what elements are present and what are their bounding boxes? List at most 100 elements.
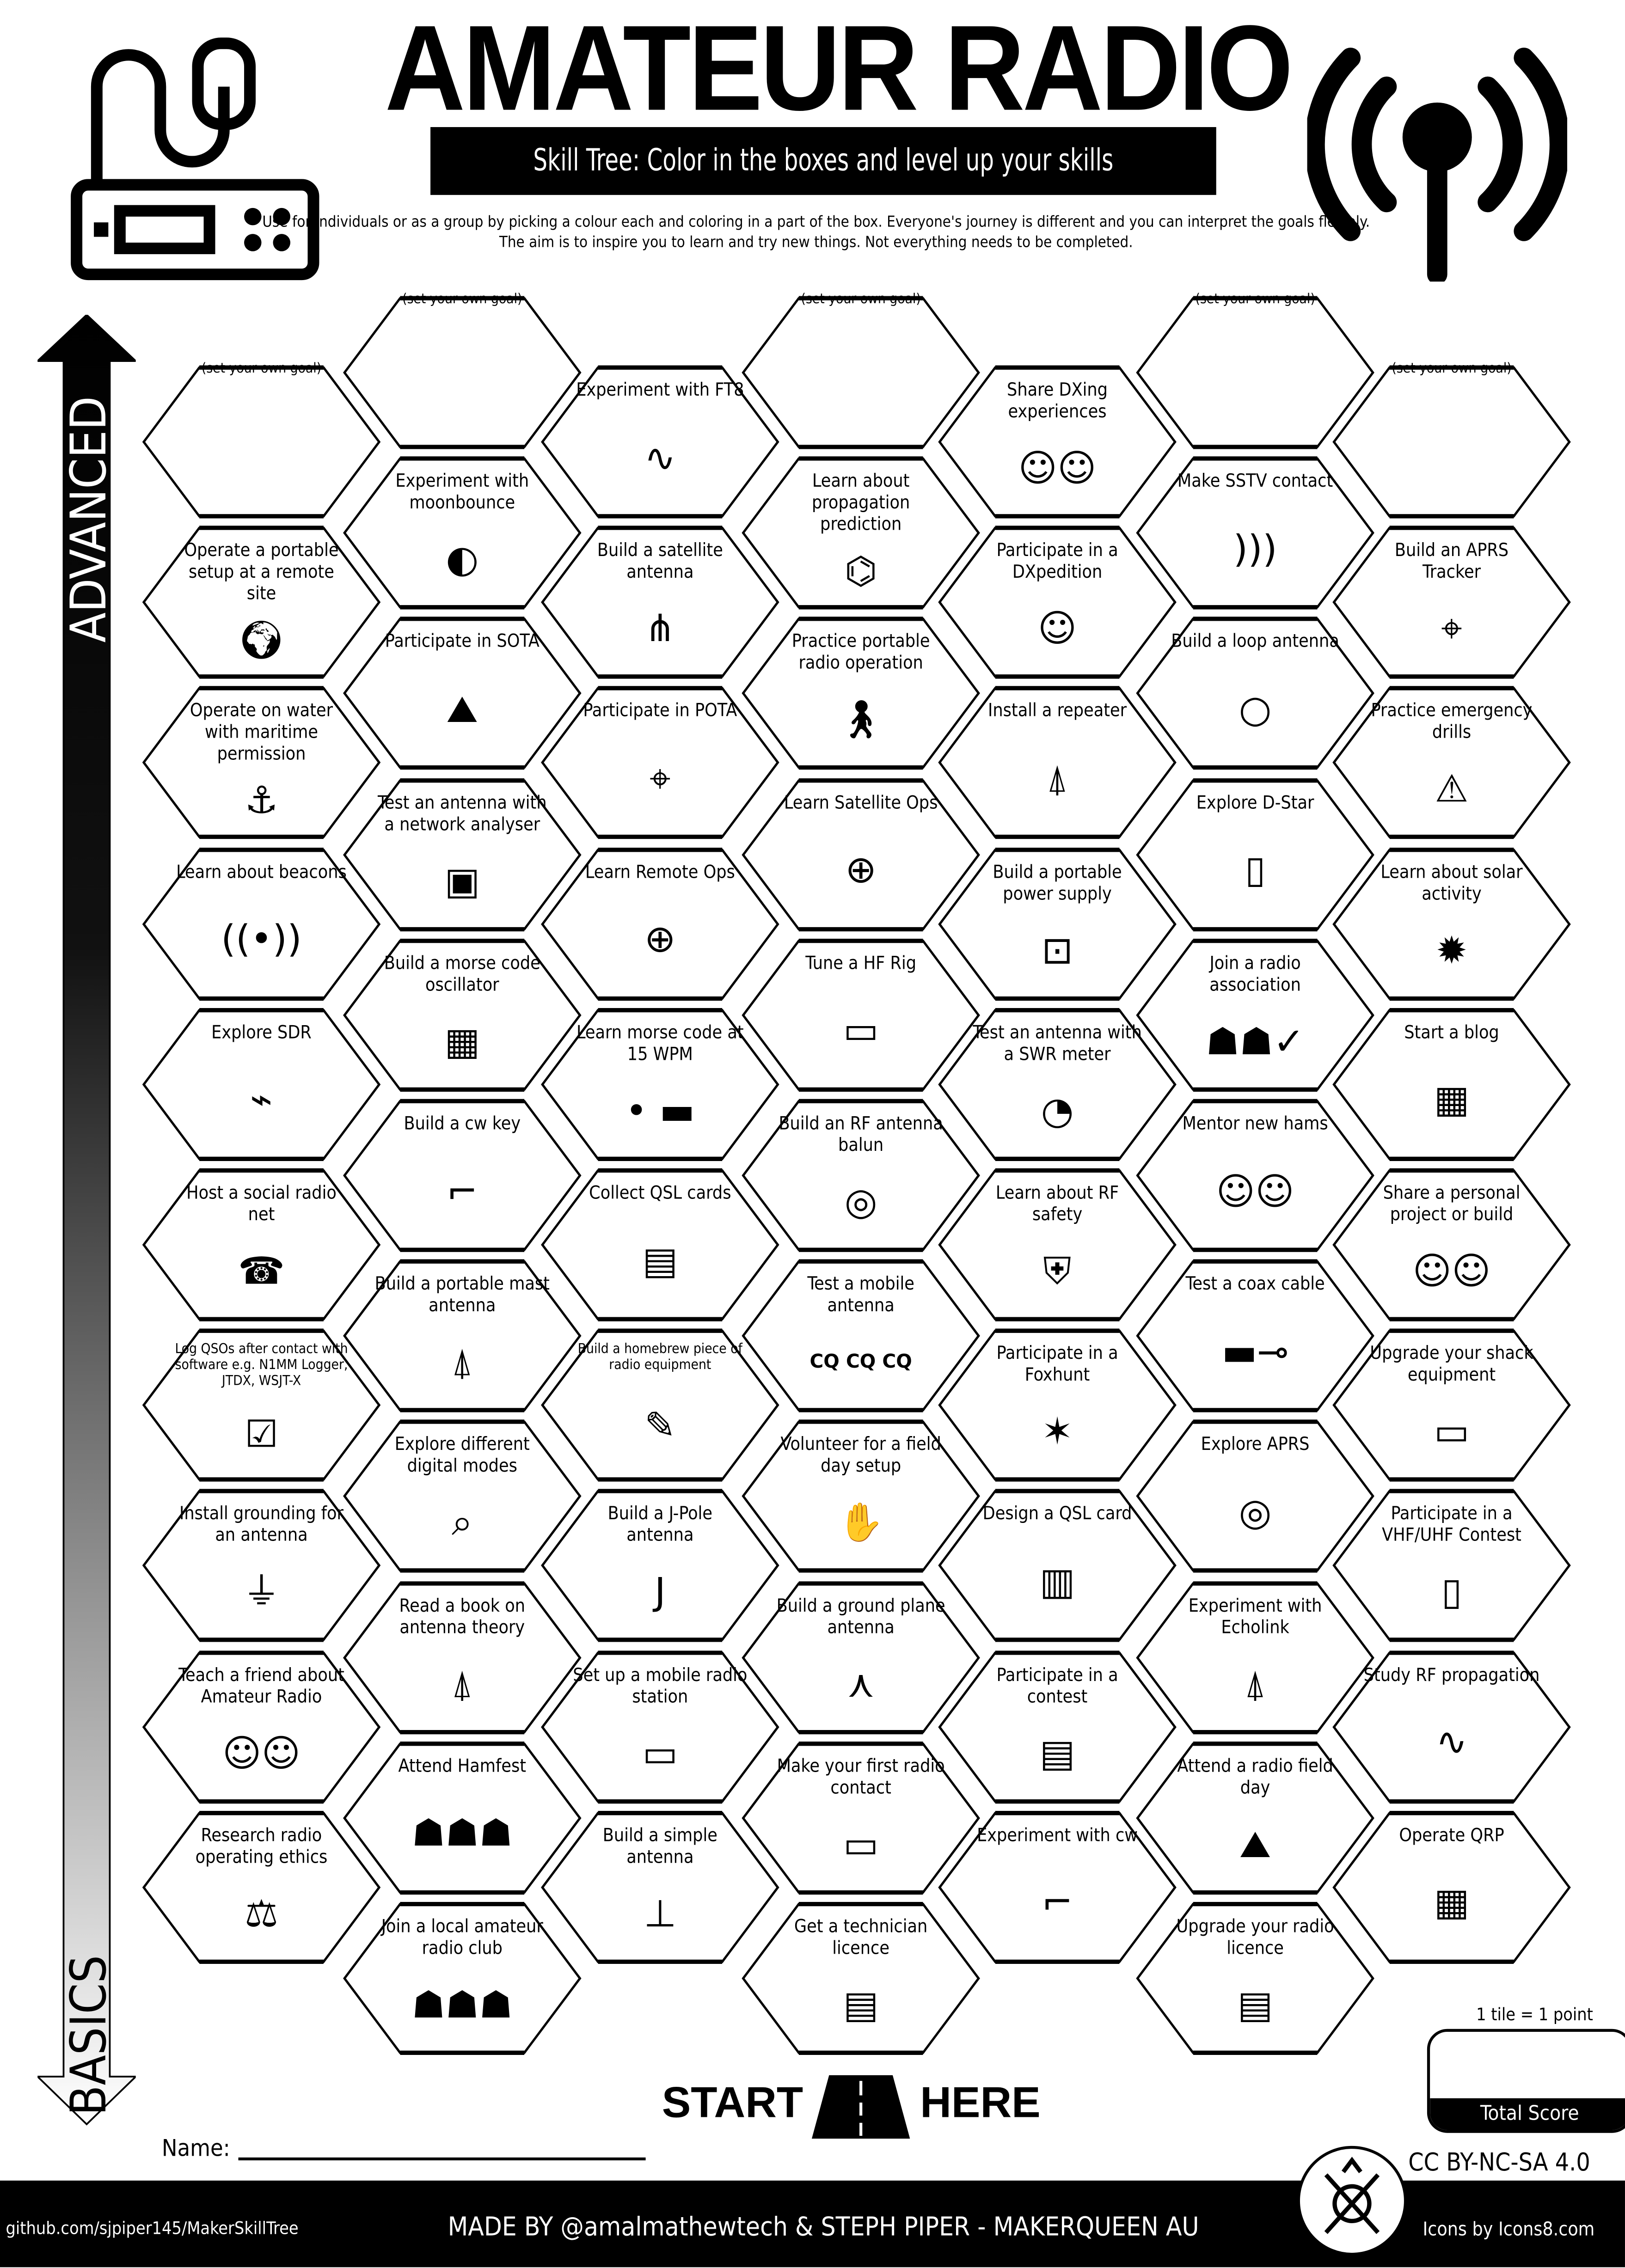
skill-tile[interactable]: Operate QRP ▦	[1332, 1810, 1572, 1964]
custom-goal-tile[interactable]: (set your own goal)	[1135, 292, 1375, 449]
skill-tile[interactable]: Join a radio association ☗☗✓	[1135, 938, 1375, 1092]
skill-tile[interactable]: Participate in a contest ▤	[938, 1650, 1177, 1803]
skill-tile[interactable]: Experiment with cw ⌐	[938, 1810, 1177, 1964]
skill-label: Learn Remote Ops	[585, 860, 735, 882]
name-field[interactable]	[238, 2157, 646, 2161]
mountains-icon: ⛰	[1239, 1823, 1271, 1867]
custom-goal-tile[interactable]: (set your own goal)	[141, 361, 381, 519]
skill-label: Practice portable radio operation	[791, 630, 930, 674]
skill-tile[interactable]: Learn Satellite Ops ⊕	[741, 777, 981, 931]
custom-goal-tile[interactable]: (set your own goal)	[342, 292, 582, 449]
skill-tile[interactable]: Set up a mobile radio station ▭	[540, 1650, 780, 1803]
tile-content: Build a homebrew piece of radio equipmen…	[572, 1342, 748, 1478]
skill-tile[interactable]: Participate in a VHF/UHF Contest ▯	[1332, 1489, 1572, 1643]
skill-tile[interactable]: Experiment with Echolink ⍋	[1135, 1580, 1375, 1734]
skill-tile[interactable]: Build an APRS Tracker ⌖	[1332, 526, 1572, 679]
skill-tile[interactable]: Study RF propagation ∿	[1332, 1650, 1572, 1803]
skill-tile[interactable]: Upgrade your shack equipment ▭	[1332, 1329, 1572, 1482]
skill-tile[interactable]: Join a local amateur radio club ☗☗☗	[342, 1901, 582, 2055]
skill-tile[interactable]: Learn about propagation prediction ⌬	[741, 456, 981, 610]
tile-content: Volunteer for a field day setup ✋	[773, 1433, 949, 1569]
skill-tile[interactable]: Learn Remote Ops ⊕	[540, 847, 780, 1000]
skill-tile[interactable]: Mentor new hams ☺☺	[1135, 1099, 1375, 1252]
skill-tile[interactable]: Participate in SOTA ⛰	[342, 617, 582, 770]
skill-tile[interactable]: Build a portable power supply ⊡	[938, 847, 1177, 1000]
tile-content: Learn about beacons ((•))	[173, 860, 350, 996]
siren-icon: ⚠	[1435, 769, 1469, 813]
skill-tile[interactable]: Explore SDR ⌁	[141, 1008, 381, 1161]
skill-tile[interactable]: Host a social radio net ☎	[141, 1168, 381, 1321]
skill-tile[interactable]: Start a blog ▦	[1332, 1008, 1572, 1161]
skill-label: Test an antenna with a SWR meter	[973, 1021, 1142, 1064]
skill-tile[interactable]: Attend a radio field day ⛰	[1135, 1741, 1375, 1895]
skill-tile[interactable]: Build a homebrew piece of radio equipmen…	[540, 1329, 780, 1482]
tile-content: Test a mobile antenna CQ CQ CQ	[773, 1272, 949, 1408]
skill-tile[interactable]: Teach a friend about Amateur Radio ☺☺	[141, 1650, 381, 1803]
skill-tile[interactable]: Explore APRS ◎	[1135, 1420, 1375, 1573]
skill-tile[interactable]: Learn about beacons ((•))	[141, 847, 381, 1000]
skill-tile[interactable]: Build a loop antenna ○	[1135, 617, 1375, 770]
signal-waves-icon: )))	[1233, 528, 1277, 572]
skill-tile[interactable]: Practice portable radio operation 🚶︎	[741, 617, 981, 770]
skill-label: Experiment with FT8	[576, 378, 744, 400]
skill-tile[interactable]: Collect QSL cards ▤	[540, 1168, 780, 1321]
custom-goal-tile[interactable]: (set your own goal)	[741, 292, 981, 449]
tile-content: Learn about solar activity ✹	[1363, 860, 1539, 996]
skill-tile[interactable]: Install a repeater ⍋	[938, 686, 1177, 840]
hex-outline	[541, 686, 779, 840]
skill-tile[interactable]: Learn about solar activity ✹	[1332, 847, 1572, 1000]
skill-tile[interactable]: Attend Hamfest ☗☗☗	[342, 1741, 582, 1895]
custom-goal-tile[interactable]: (set your own goal)	[1332, 361, 1572, 519]
skill-tile[interactable]: Experiment with FT8 ∿	[540, 365, 780, 519]
skill-tile[interactable]: Share DXing experiences ☺☺	[938, 365, 1177, 519]
skill-tile[interactable]: Read a book on antenna theory ⍋	[342, 1580, 582, 1734]
skill-tile[interactable]: Build a portable mast antenna ⍋	[342, 1259, 582, 1413]
skill-tile[interactable]: Experiment with moonbounce ◐	[342, 456, 582, 610]
skill-tile[interactable]: Practice emergency drills ⚠	[1332, 686, 1572, 840]
skill-tile[interactable]: Research radio operating ethics ⚖	[141, 1810, 381, 1964]
skill-tile[interactable]: Build a cw key ⌐	[342, 1099, 582, 1252]
skill-tile[interactable]: Learn about RF safety ⛨	[938, 1168, 1177, 1321]
skill-tile[interactable]: Test a coax cable ▬⊸	[1135, 1259, 1375, 1413]
skill-tile[interactable]: Operate a portable setup at a remote sit…	[141, 526, 381, 679]
skill-tile[interactable]: Share a personal project or build ☺☺	[1332, 1168, 1572, 1321]
skill-tile[interactable]: Upgrade your radio licence ▤	[1135, 1901, 1375, 2055]
skill-tile[interactable]: Participate in a DXpedition ☺	[938, 526, 1177, 679]
skill-tile[interactable]: Build a J-Pole antenna J	[540, 1489, 780, 1643]
skill-tile[interactable]: Log QSOs after contact with software e.g…	[141, 1329, 381, 1482]
skill-tile[interactable]: Participate in POTA ⌖	[540, 686, 780, 840]
github-link[interactable]: github.com/sjpiper145/MakerSkillTree	[6, 2218, 299, 2238]
tile-content: Practice emergency drills ⚠	[1363, 699, 1539, 835]
skill-tile[interactable]: Volunteer for a field day setup ✋	[741, 1420, 981, 1573]
skill-tile[interactable]: Build a morse code oscillator ▦	[342, 938, 582, 1092]
skill-label: Build a ground plane antenna	[776, 1594, 945, 1637]
skill-tile[interactable]: Tune a HF Rig ▭	[741, 938, 981, 1092]
skill-tile[interactable]: Build a satellite antenna ⋔	[540, 526, 780, 679]
skill-tile[interactable]: Participate in a Foxhunt ✶	[938, 1329, 1177, 1482]
hex-outline	[1332, 1329, 1571, 1482]
skill-tile[interactable]: Explore different digital modes ⌕	[342, 1420, 582, 1573]
skill-tile[interactable]: Make your first radio contact ▭	[741, 1741, 981, 1895]
skill-tile[interactable]: Test an antenna with a SWR meter ◔	[938, 1008, 1177, 1161]
total-score-box[interactable]: Total Score	[1427, 2029, 1625, 2133]
skill-tile[interactable]: Make SSTV contact)))	[1135, 456, 1375, 610]
skill-label: Learn about solar activity	[1380, 860, 1523, 904]
skill-tile[interactable]: Build an RF antenna balun ◎	[741, 1099, 981, 1252]
skill-tile[interactable]: Learn morse code at 15 WPM • ▬	[540, 1008, 780, 1161]
power-supply-icon: ⊡	[1041, 929, 1073, 973]
skill-label: Research radio operating ethics	[195, 1823, 328, 1867]
hex-outline	[742, 296, 980, 449]
skill-tile[interactable]: Install grounding for an antenna ⏚	[141, 1489, 381, 1643]
skill-tile[interactable]: Build a simple antenna ⊥	[540, 1810, 780, 1964]
skill-tile[interactable]: Operate on water with maritime permissio…	[141, 686, 381, 840]
skill-tile[interactable]: Design a QSL card ▥	[938, 1489, 1177, 1643]
hex-outline	[541, 1650, 779, 1803]
skill-tile[interactable]: Test an antenna with a network analyser ▣	[342, 777, 582, 931]
skill-tile[interactable]: Test a mobile antenna CQ CQ CQ	[741, 1259, 981, 1413]
skill-tile[interactable]: Build a ground plane antenna ⋏	[741, 1580, 981, 1734]
hex-outline	[938, 1650, 1177, 1803]
skill-label: Collect QSL cards	[589, 1181, 731, 1203]
skill-tile[interactable]: Explore D-Star ▯	[1135, 777, 1375, 931]
radio-icon: ☎	[238, 1250, 285, 1294]
skill-tile[interactable]: Get a technician licence ▤	[741, 1901, 981, 2055]
